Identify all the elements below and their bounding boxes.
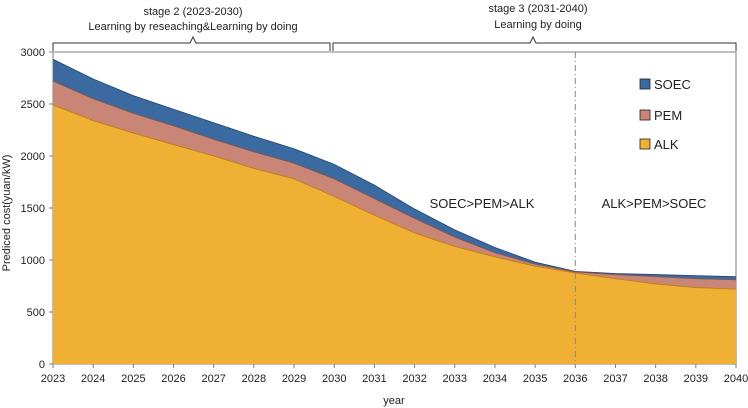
x-tick-label: 2040	[724, 373, 748, 385]
stage3-bracket	[332, 35, 737, 51]
y-tick-label: 1500	[21, 203, 45, 215]
legend-label-alk: ALK	[654, 137, 679, 152]
legend-label-soec: SOEC	[654, 77, 691, 92]
legend-swatch-alk	[639, 138, 651, 150]
x-tick-label: 2036	[563, 373, 587, 385]
y-tick-label: 500	[27, 307, 45, 319]
line-pem	[52, 80, 737, 281]
y-tick-label: 1000	[21, 255, 45, 267]
x-tick-label: 2037	[603, 373, 627, 385]
x-tick-label: 2038	[643, 373, 667, 385]
line-alk	[52, 104, 737, 290]
x-tick-label: 2024	[81, 373, 105, 385]
x-axis: 2023 2024 2025 2026 2027 2028 2029 2030 2031 2032…	[41, 364, 748, 385]
x-tick-label: 2039	[684, 373, 708, 385]
stage2-bracket	[52, 35, 331, 51]
y-tick-label: 2500	[21, 99, 45, 111]
x-tick-label: 2029	[282, 373, 306, 385]
stage3-title: stage 3 (2031-2040)	[488, 3, 587, 15]
x-tick-label: 2033	[443, 373, 467, 385]
area-alk	[53, 105, 736, 364]
x-tick-label: 2035	[523, 373, 547, 385]
x-tick-label: 2026	[161, 373, 185, 385]
x-tick-label: 2023	[41, 373, 65, 385]
legend-swatch-pem	[639, 109, 651, 121]
y-tick-label: 2000	[21, 151, 45, 163]
series-lines-layer	[52, 58, 737, 290]
x-tick-label: 2027	[201, 373, 225, 385]
x-tick-label: 2032	[402, 373, 426, 385]
x-tick-label: 2030	[322, 373, 346, 385]
y-tick-label: 3000	[21, 47, 45, 59]
stage2-subtitle: Learning by reseaching&Learning by doing	[88, 21, 297, 33]
region-label-soec-pem-alk: SOEC>PEM>ALK	[430, 196, 535, 211]
stage3-subtitle: Learning by doing	[494, 19, 581, 31]
stage2-title: stage 2 (2023-2030)	[143, 6, 242, 18]
legend-label-pem: PEM	[654, 108, 682, 123]
line-soec	[52, 58, 737, 278]
x-tick-label: 2031	[362, 373, 386, 385]
legend: SOEC PEM ALK	[639, 77, 691, 152]
y-tick-label: 0	[39, 359, 45, 371]
areas-layer	[53, 59, 736, 365]
legend-swatch-soec	[639, 78, 651, 90]
x-axis-title: year	[383, 395, 405, 407]
x-tick-label: 2034	[483, 373, 507, 385]
x-tick-label: 2028	[242, 373, 266, 385]
y-axis: 0 500 1000 1500 2000 2500 3000	[21, 47, 53, 371]
x-tick-label: 2025	[121, 373, 145, 385]
y-axis-title: Prediced cost(yuan/kW)	[1, 155, 13, 272]
region-label-alk-pem-soec: ALK>PEM>SOEC	[602, 196, 707, 211]
